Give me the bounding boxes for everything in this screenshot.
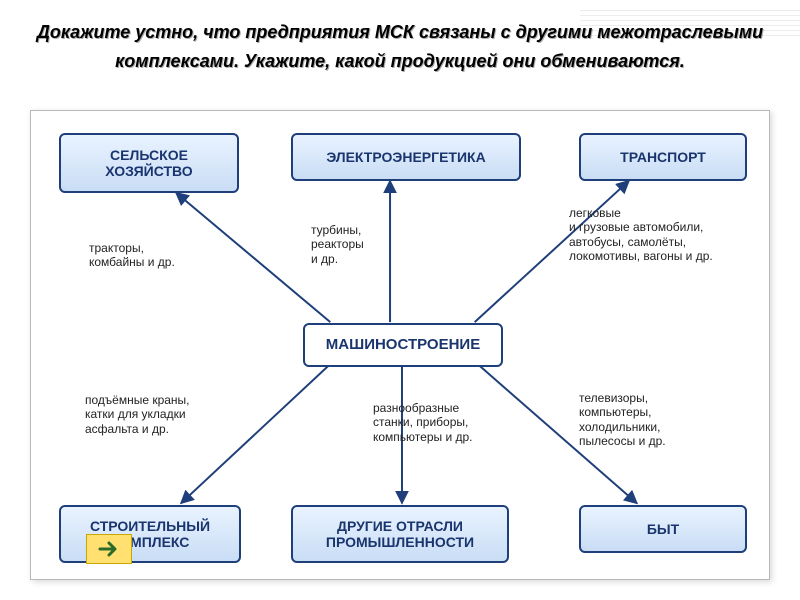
page-title-block: Докажите устно, что предприятия МСК связ… [0,0,800,100]
arrow-right-icon [98,540,120,558]
title-line-2: комплексами. Укажите, какой продукцией о… [30,47,770,76]
edge-label-other: разнообразныестанки, приборы,компьютеры … [373,401,473,444]
node-transport: ТРАНСПОРТ [579,133,747,181]
edge-label-transport: легковыеи грузовые автомобили,автобусы, … [569,206,713,264]
node-home: БЫТ [579,505,747,553]
edge-label-power: турбины,реакторыи др. [311,223,364,266]
next-slide-button[interactable] [86,534,132,564]
edge-label-home: телевизоры,компьютеры,холодильники,пылес… [579,391,666,449]
edge-label-agriculture: тракторы,комбайны и др. [89,241,175,270]
node-other: ДРУГИЕ ОТРАСЛИПРОМЫШЛЕННОСТИ [291,505,509,563]
node-power: ЭЛЕКТРОЭНЕРГЕТИКА [291,133,521,181]
diagram-container: СЕЛЬСКОЕХОЗЯЙСТВО ЭЛЕКТРОЭНЕРГЕТИКА ТРАНСП… [30,110,770,580]
node-agriculture: СЕЛЬСКОЕХОЗЯЙСТВО [59,133,239,193]
title-line-1: Докажите устно, что предприятия МСК связ… [30,18,770,47]
node-center: МАШИНОСТРОЕНИЕ [303,323,503,367]
edge-label-construction: подъёмные краны,катки для укладкиасфальт… [85,393,190,436]
